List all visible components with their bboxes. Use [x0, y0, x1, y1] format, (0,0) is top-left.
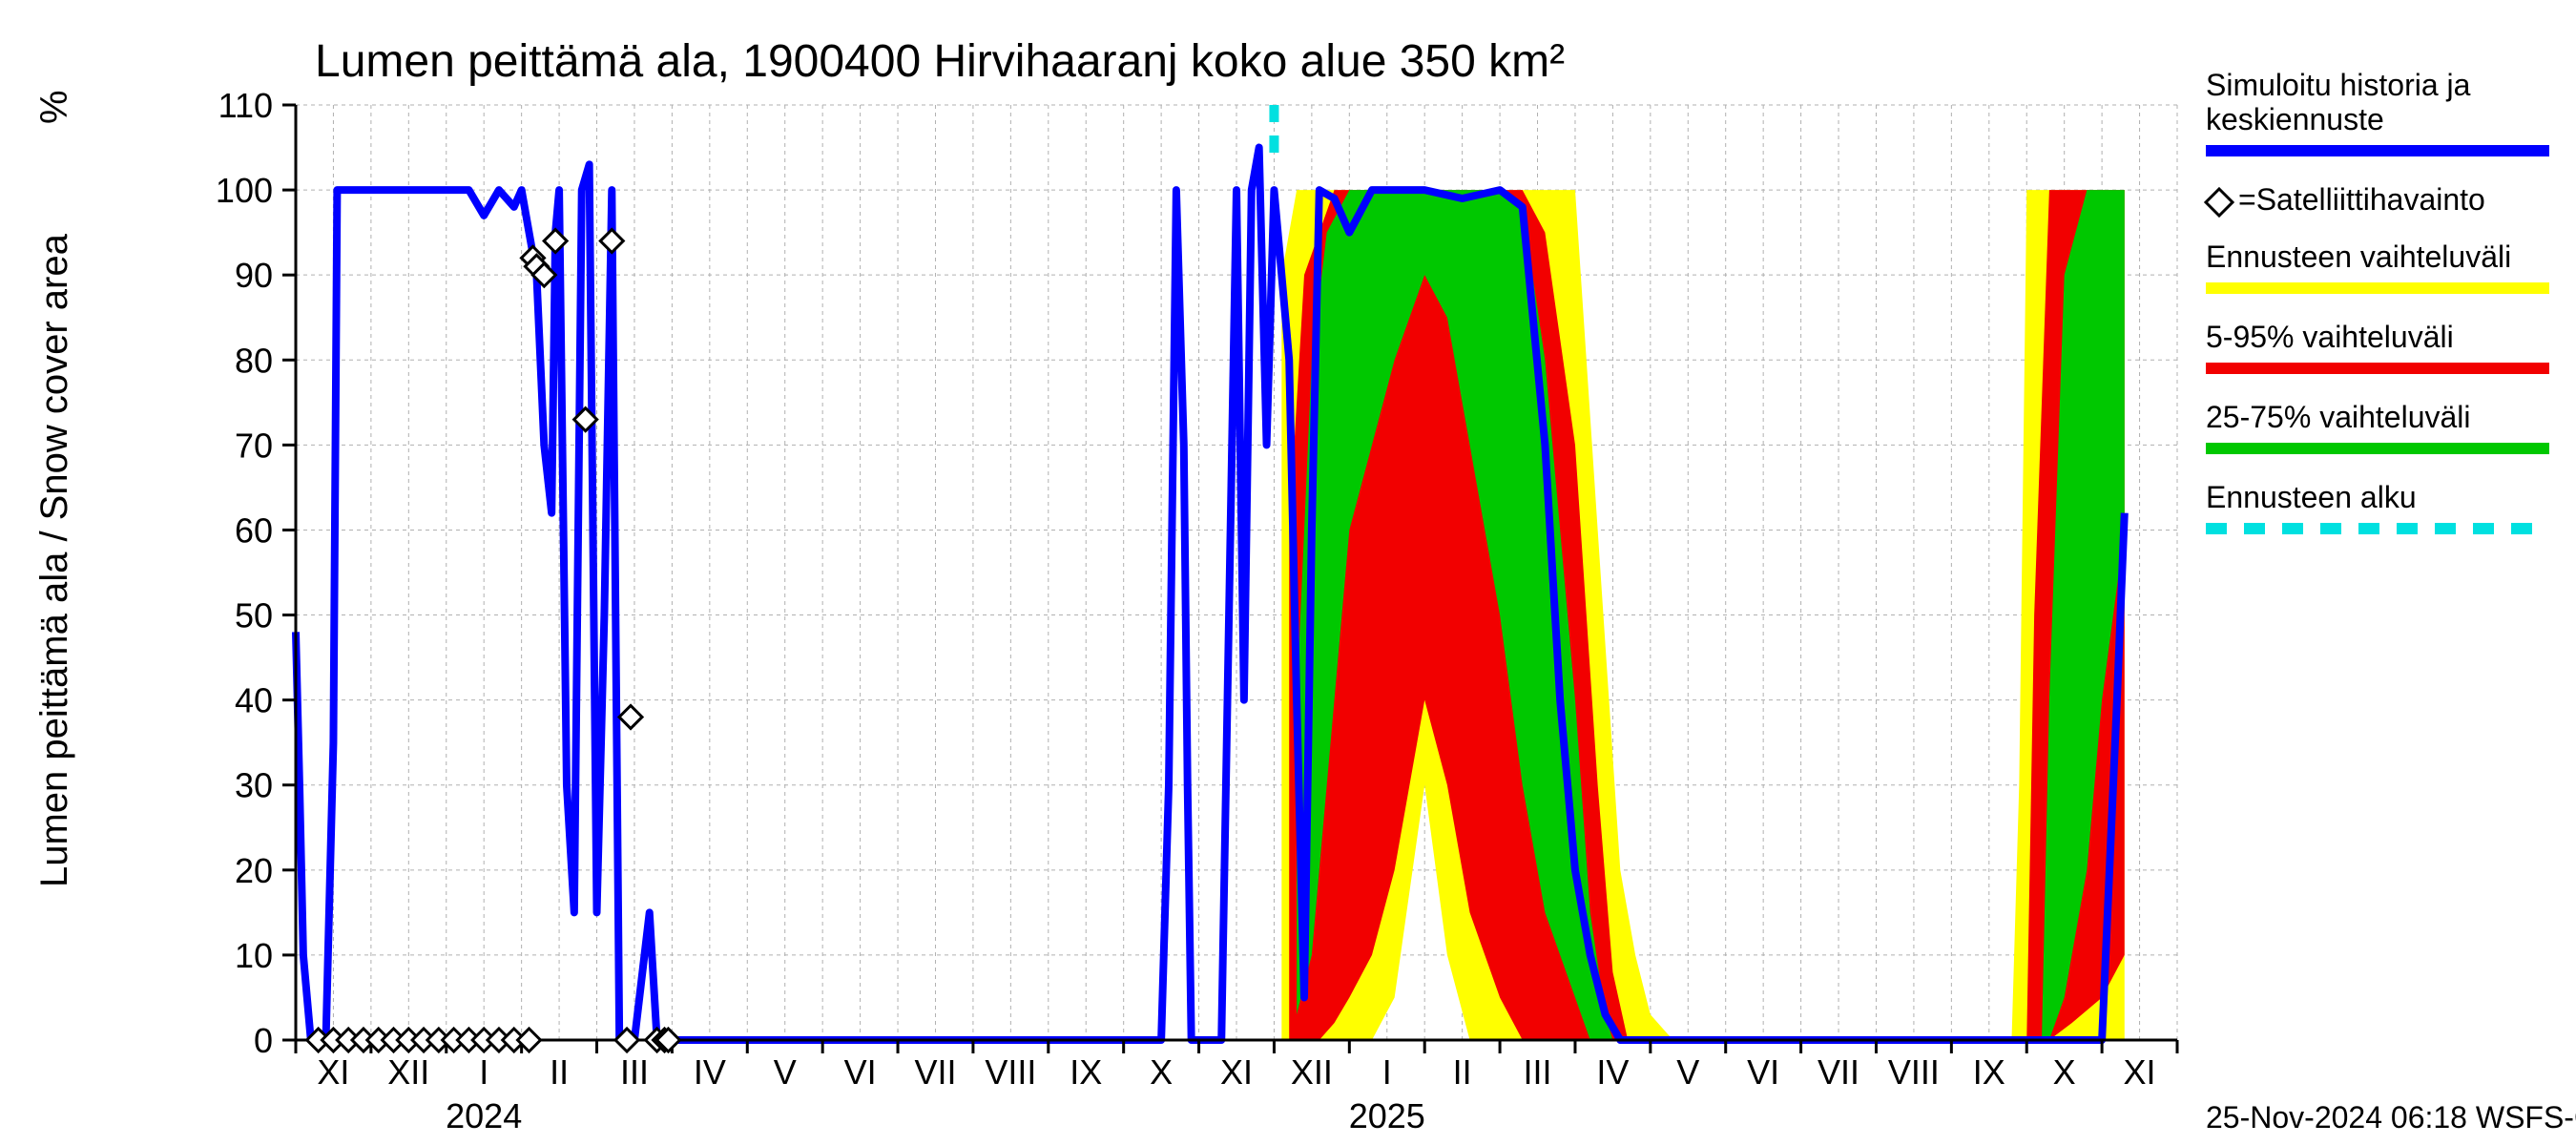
legend-label: Simuloitu historia ja	[2206, 68, 2471, 102]
ytick-label: 30	[235, 766, 273, 805]
xtick-month: II	[550, 1052, 569, 1092]
xtick-month: VII	[914, 1052, 956, 1092]
xtick-month: X	[1150, 1052, 1173, 1092]
xtick-month: II	[1453, 1052, 1472, 1092]
ytick-label: 70	[235, 426, 273, 465]
legend-label: 5-95% vaihteluväli	[2206, 320, 2454, 354]
footer-timestamp: 25-Nov-2024 06:18 WSFS-O	[2206, 1100, 2576, 1135]
snow-cover-chart: 0102030405060708090100110XIXIIIIIIIIIVVV…	[0, 0, 2576, 1145]
xtick-month: VIII	[985, 1052, 1036, 1092]
ytick-label: 0	[254, 1021, 273, 1060]
xtick-month: IX	[1973, 1052, 2005, 1092]
xtick-year: 2025	[1349, 1096, 1425, 1135]
ytick-label: 80	[235, 341, 273, 380]
xtick-month: X	[2053, 1052, 2076, 1092]
xtick-month: XII	[387, 1052, 429, 1092]
legend-label: Ennusteen vaihteluväli	[2206, 239, 2511, 274]
ytick-label: 40	[235, 681, 273, 720]
legend-label: Ennusteen alku	[2206, 480, 2417, 514]
ytick-label: 20	[235, 851, 273, 890]
xtick-month: III	[1524, 1052, 1552, 1092]
ytick-label: 10	[235, 936, 273, 975]
ytick-label: 90	[235, 256, 273, 295]
xtick-month: XI	[2124, 1052, 2156, 1092]
legend-item: =Satelliittihavainto	[2206, 182, 2485, 217]
xtick-month: XI	[317, 1052, 349, 1092]
xtick-month: VIII	[1888, 1052, 1940, 1092]
xtick-month: IX	[1070, 1052, 1102, 1092]
ytick-label: 50	[235, 596, 273, 635]
ytick-label: 110	[218, 86, 273, 125]
xtick-month: III	[620, 1052, 649, 1092]
ytick-label: 60	[235, 510, 273, 550]
xtick-month: XI	[1220, 1052, 1253, 1092]
xtick-month: XII	[1291, 1052, 1333, 1092]
y-axis-label: Lumen peittämä ala / Snow cover area	[33, 233, 75, 887]
legend-label: keskiennuste	[2206, 102, 2384, 136]
xtick-month: V	[774, 1052, 797, 1092]
xtick-month: VI	[1747, 1052, 1779, 1092]
xtick-month: IV	[694, 1052, 726, 1092]
xtick-month: V	[1676, 1052, 1699, 1092]
xtick-month: IV	[1596, 1052, 1629, 1092]
legend-label: 25-75% vaihteluväli	[2206, 400, 2471, 434]
chart-title: Lumen peittämä ala, 1900400 Hirvihaaranj…	[315, 36, 1565, 87]
ytick-label: 100	[216, 171, 273, 210]
xtick-month: VII	[1818, 1052, 1859, 1092]
chart-container: 0102030405060708090100110XIXIIIIIIIIIVVV…	[0, 0, 2576, 1145]
xtick-month: VI	[844, 1052, 877, 1092]
legend-label: =Satelliittihavainto	[2238, 182, 2485, 217]
y-axis-unit: %	[33, 90, 75, 124]
xtick-month: I	[1382, 1052, 1392, 1092]
xtick-month: I	[479, 1052, 488, 1092]
xtick-year: 2024	[446, 1096, 522, 1135]
